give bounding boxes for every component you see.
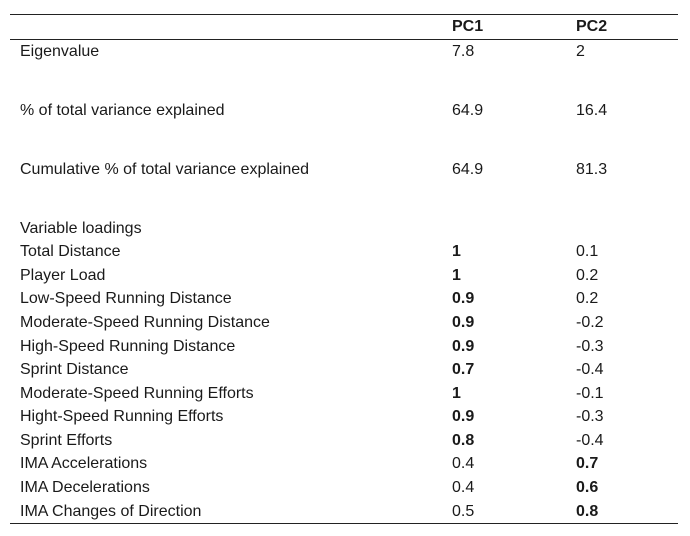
row-label: IMA Changes of Direction <box>20 502 202 520</box>
row-label: Low-Speed Running Distance <box>20 290 232 308</box>
row-pc2: 0.1 <box>576 243 599 261</box>
row-pc2: 0.2 <box>576 290 599 308</box>
row-pc1: 0.9 <box>452 337 475 355</box>
row-pc1: 64.9 <box>452 101 484 119</box>
header-pc2: PC2 <box>576 18 608 35</box>
table-row: Sprint Distance 0.7 -0.4 <box>10 358 678 382</box>
row-pc2: 0.6 <box>576 479 599 497</box>
row-label: % of total variance explained <box>20 101 225 119</box>
table-row: Moderate-Speed Running Efforts 1 -0.1 <box>10 382 678 406</box>
loadings-title: Variable loadings <box>20 219 142 237</box>
row-pc2: -0.3 <box>576 408 604 426</box>
row-pc1: 0.4 <box>452 455 475 473</box>
row-label: Sprint Efforts <box>20 431 113 449</box>
row-label: Total Distance <box>20 243 121 261</box>
row-pc1: 0.4 <box>452 479 475 497</box>
row-pc1: 0.9 <box>452 408 475 426</box>
table-row: Total Distance 1 0.1 <box>10 240 678 264</box>
table-row: Player Load 1 0.2 <box>10 264 678 288</box>
header-row: PC1 PC2 <box>10 15 678 39</box>
table-row: Sprint Efforts 0.8 -0.4 <box>10 429 678 453</box>
row-label: High-Speed Running Distance <box>20 337 236 355</box>
spacer <box>10 181 678 216</box>
row-pc1: 64.9 <box>452 160 484 178</box>
spacer <box>10 63 678 98</box>
row-pc1: 1 <box>452 243 461 261</box>
row-pc1: 0.9 <box>452 290 475 308</box>
table-row: Moderate-Speed Running Distance 0.9 -0.2 <box>10 311 678 335</box>
row-label: IMA Accelerations <box>20 455 148 473</box>
row-pc1: 0.7 <box>452 361 475 379</box>
pca-table: PC1 PC2 Eigenvalue 7.8 2 % of total vari… <box>10 14 678 525</box>
row-pc1: 7.8 <box>452 42 475 60</box>
table-row: IMA Accelerations 0.4 0.7 <box>10 452 678 476</box>
row-pc1: 1 <box>452 266 461 284</box>
row-pc2: 16.4 <box>576 101 608 119</box>
row-pc2: -0.1 <box>576 384 604 402</box>
table-row: IMA Changes of Direction 0.5 0.8 <box>10 500 678 524</box>
row-label: Cumulative % of total variance explained <box>20 160 310 178</box>
row-label: Moderate-Speed Running Distance <box>20 313 270 331</box>
row-label: Moderate-Speed Running Efforts <box>20 384 254 402</box>
bottom-rule <box>10 523 678 525</box>
spacer <box>10 122 678 157</box>
row-pc2: 0.8 <box>576 502 599 520</box>
row-pc2: -0.3 <box>576 337 604 355</box>
row-pc2: 0.2 <box>576 266 599 284</box>
row-pc1: 0.8 <box>452 431 475 449</box>
loadings-title-row: Variable loadings <box>10 217 678 241</box>
row-pc2: -0.4 <box>576 361 604 379</box>
row-pc2: 0.7 <box>576 455 599 473</box>
row-pc1: 0.9 <box>452 313 475 331</box>
row-label: Sprint Distance <box>20 361 129 379</box>
header-pc1: PC1 <box>452 18 484 35</box>
loadings-body: Total Distance 1 0.1 Player Load 1 0.2 Low-Spe… <box>10 240 678 523</box>
row-pc2: 2 <box>576 42 585 60</box>
row-label: Player Load <box>20 266 106 284</box>
row-label: Hight-Speed Running Efforts <box>20 408 224 426</box>
table-row-cumulative: Cumulative % of total variance explained… <box>10 158 678 182</box>
table-row: Hight-Speed Running Efforts 0.9 -0.3 <box>10 405 678 429</box>
row-pc1: 1 <box>452 384 461 402</box>
table-row: IMA Decelerations 0.4 0.6 <box>10 476 678 500</box>
row-pc2: -0.4 <box>576 431 604 449</box>
row-pc2: 81.3 <box>576 160 608 178</box>
row-pc1: 0.5 <box>452 502 475 520</box>
row-label: IMA Decelerations <box>20 479 150 497</box>
table-row: High-Speed Running Distance 0.9 -0.3 <box>10 335 678 359</box>
row-pc2: -0.2 <box>576 313 604 331</box>
top-rule <box>10 14 678 15</box>
header-rule <box>10 38 678 40</box>
table-row: Low-Speed Running Distance 0.9 0.2 <box>10 287 678 311</box>
table-row-eigenvalue: Eigenvalue 7.8 2 <box>10 40 678 64</box>
row-label: Eigenvalue <box>20 42 100 60</box>
table-row-variance: % of total variance explained 64.9 16.4 <box>10 99 678 123</box>
